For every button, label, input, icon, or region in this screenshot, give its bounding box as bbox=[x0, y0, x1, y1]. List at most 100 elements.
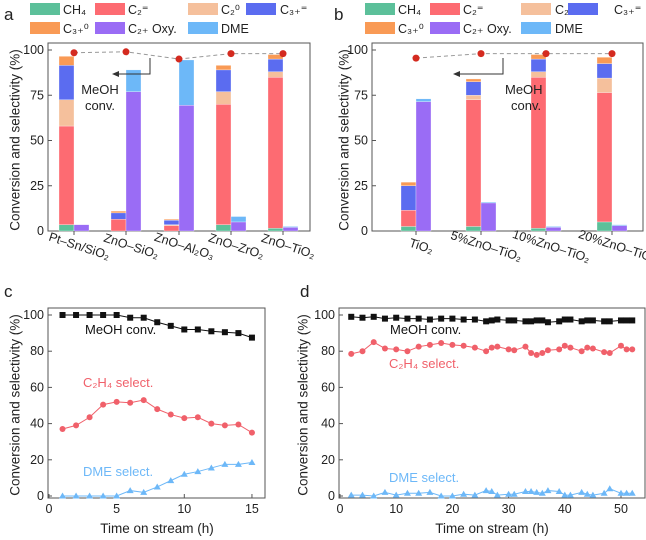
bar-segment-C3+0 bbox=[58, 56, 75, 66]
bar-segment-CH4 bbox=[596, 221, 613, 232]
data-point-triangle bbox=[533, 488, 541, 495]
data-point-circle bbox=[511, 347, 518, 354]
bar-segment-C20 bbox=[215, 91, 232, 105]
data-point-circle bbox=[533, 351, 540, 358]
annotation-label: conv. bbox=[85, 98, 115, 113]
plot-frame bbox=[338, 307, 646, 499]
data-point-square bbox=[589, 317, 596, 324]
y-axis-title: Conversion and selectivity (%) bbox=[337, 49, 352, 231]
conversion-point bbox=[477, 50, 485, 58]
data-point-square bbox=[483, 318, 490, 325]
bar-segment-Oxy bbox=[73, 224, 90, 232]
data-point-square bbox=[167, 322, 174, 329]
y-tick-label: 40 bbox=[321, 417, 335, 431]
data-point-square bbox=[623, 317, 630, 324]
legend-swatch-C20 bbox=[188, 3, 218, 15]
data-point-triangle bbox=[86, 492, 94, 499]
bar-segment-Oxy bbox=[480, 202, 497, 232]
y-tick-label: 50 bbox=[354, 134, 368, 148]
data-point-triangle bbox=[521, 487, 529, 494]
data-point-triangle bbox=[126, 487, 134, 494]
panel-label-b: b bbox=[334, 5, 343, 24]
bar-segment-C3+0 bbox=[110, 210, 127, 214]
y-tick-label: 80 bbox=[321, 344, 335, 358]
data-point-square bbox=[221, 329, 228, 336]
bar-segment-C3+= bbox=[596, 63, 613, 79]
y-tick-label: 75 bbox=[354, 88, 368, 102]
bar-segment-DME bbox=[282, 226, 299, 228]
legend-swatch-Oxy bbox=[430, 22, 460, 34]
data-point-square bbox=[348, 313, 355, 320]
data-point-square bbox=[471, 316, 478, 323]
bar-segment-Oxy bbox=[415, 101, 432, 232]
data-point-square bbox=[73, 312, 80, 318]
data-point-circle bbox=[208, 420, 215, 427]
data-point-triangle bbox=[538, 489, 546, 496]
legend-swatch-C20 bbox=[521, 3, 551, 15]
bar-segment-C3+= bbox=[110, 212, 127, 220]
x-tick-label: 0 bbox=[337, 502, 344, 516]
x-tick-label: ZnO–Al₂O₃ bbox=[153, 230, 216, 262]
bar-segment-C3+= bbox=[465, 81, 482, 96]
y-tick-label: 50 bbox=[30, 134, 44, 148]
data-point-square bbox=[248, 334, 255, 341]
legend-label: C₃₊⁰ bbox=[398, 22, 424, 36]
legend-label: C₂⁰ bbox=[221, 3, 240, 17]
data-point-circle bbox=[113, 398, 120, 405]
data-point-triangle bbox=[392, 491, 400, 498]
bar-segment-C2= bbox=[465, 99, 482, 227]
panel-b: CH₄ C₂⁼ C₂⁰ C₃₊⁼C₃₊⁰ C₂₊ Oxy. DME0255075100Co… bbox=[337, 3, 646, 265]
legend-label: DME bbox=[221, 22, 249, 36]
data-point-circle bbox=[154, 406, 161, 413]
data-point-square bbox=[208, 328, 215, 335]
panel-label-d: d bbox=[300, 282, 309, 301]
annotation-arrow-line bbox=[458, 58, 504, 75]
x-tick-label: 15 bbox=[245, 502, 259, 516]
data-point-square bbox=[629, 317, 636, 324]
legend-swatch-Oxy bbox=[95, 22, 125, 34]
bar-segment-Oxy bbox=[282, 227, 299, 232]
bar-segment-C3+= bbox=[58, 65, 75, 100]
data-point-circle bbox=[488, 344, 495, 351]
data-point-triangle bbox=[207, 464, 215, 471]
data-point-triangle bbox=[59, 492, 67, 499]
x-tick-label: 10 bbox=[177, 502, 191, 516]
data-point-triangle bbox=[505, 490, 513, 497]
data-point-triangle bbox=[113, 492, 121, 499]
data-point-triangle bbox=[566, 491, 574, 498]
x-axis-title: Time on stream (h) bbox=[100, 521, 214, 536]
data-point-square bbox=[113, 312, 120, 318]
panel-d: 0 20 40 60 80 100 0 10 20 30 40 50 Time on stream (h… bbox=[296, 307, 646, 536]
arrow-left-icon bbox=[112, 71, 119, 77]
bar-segment-C3+0 bbox=[215, 65, 232, 71]
data-point-square bbox=[561, 316, 568, 323]
data-point-square bbox=[494, 316, 501, 323]
panel-c: 0 20 40 60 80 100 0 5 10 15 Time on stream (h) Conv… bbox=[8, 307, 266, 536]
data-point-circle bbox=[359, 348, 366, 355]
data-point-square bbox=[618, 317, 624, 324]
data-point-circle bbox=[578, 348, 585, 355]
data-point-circle bbox=[100, 401, 107, 408]
data-point-circle bbox=[348, 350, 355, 357]
annotation-label: MeOH bbox=[81, 82, 119, 97]
data-point-square bbox=[438, 315, 445, 322]
bar-segment-C2= bbox=[596, 92, 613, 223]
data-point-square bbox=[370, 313, 377, 320]
data-point-circle bbox=[567, 344, 574, 351]
data-point-triangle bbox=[583, 490, 591, 497]
bar-segment-C2= bbox=[110, 219, 127, 232]
data-point-triangle bbox=[180, 470, 188, 477]
data-point-circle bbox=[539, 350, 546, 357]
legend-swatch-C3+= bbox=[246, 3, 276, 15]
legend-swatch-CH4 bbox=[30, 3, 60, 15]
y-tick-label: 0 bbox=[361, 224, 368, 238]
data-point-circle bbox=[59, 426, 66, 433]
annotation-label: conv. bbox=[511, 98, 541, 113]
data-point-square bbox=[606, 318, 613, 325]
legend-label: C₂₊ Oxy. bbox=[463, 22, 512, 36]
series-label: C₂H₄ select. bbox=[83, 375, 153, 390]
data-point-triangle bbox=[623, 489, 631, 496]
conversion-point bbox=[279, 50, 287, 58]
legend-swatch-C2= bbox=[95, 3, 125, 15]
